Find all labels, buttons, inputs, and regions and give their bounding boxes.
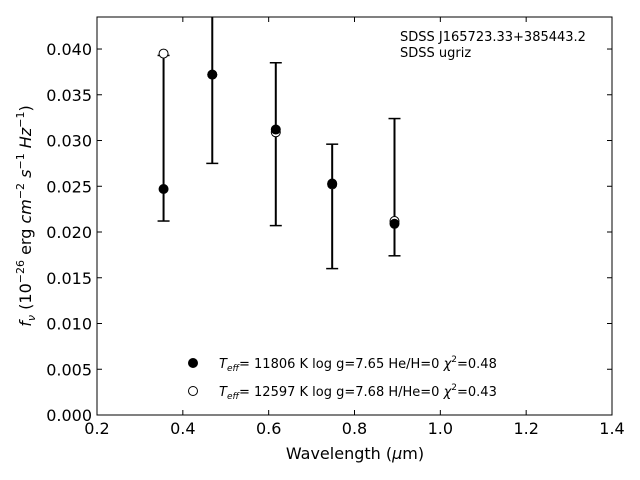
data-point-filled [327, 178, 338, 189]
y-tick-label: 0.005 [46, 360, 92, 379]
error-bar [269, 61, 282, 227]
legend: Teff= 11806 K log g=7.65 He/H=0 χ2=0.48 … [188, 355, 497, 402]
data-point-open [158, 48, 169, 59]
data-point-filled [270, 124, 281, 135]
y-tick-label: 0.000 [46, 406, 92, 425]
legend-marker-filled [188, 358, 198, 368]
y-tick-label: 0.035 [46, 86, 92, 105]
annotation-target-name: SDSS J165723.33+385443.2 [400, 30, 586, 45]
error-bar [206, 17, 219, 165]
y-tick-label: 0.015 [46, 269, 92, 288]
y-tick-label: 0.020 [46, 223, 92, 242]
legend-entry-1: Teff= 11806 K log g=7.65 He/H=0 χ2=0.48 [219, 355, 497, 374]
plot-frame [96, 16, 613, 416]
x-tick-label: 1.4 [599, 419, 624, 438]
error-bar [157, 54, 170, 222]
y-axis-label: fν (10−26 erg cm−2 s−1 Hz−1) [14, 105, 38, 326]
data-point-filled [158, 184, 169, 195]
x-tick-label: 0.6 [256, 419, 281, 438]
y-tick-label: 0.030 [46, 132, 92, 151]
y-tick-label: 0.025 [46, 177, 92, 196]
legend-entry-2: Teff= 12597 K log g=7.68 H/He=0 χ2=0.43 [219, 383, 497, 402]
data-point-filled [389, 218, 400, 229]
x-tick-label: 0.8 [342, 419, 367, 438]
y-tick-label: 0.040 [46, 40, 92, 59]
y-tick-label: 0.010 [46, 315, 92, 334]
data-point-filled [207, 69, 218, 80]
x-axis-label: Wavelength (μm) [286, 444, 424, 463]
annotation-survey: SDSS ugriz [400, 46, 471, 61]
x-tick-label: 0.4 [170, 419, 195, 438]
x-tick-label: 1.0 [428, 419, 453, 438]
x-tick-label: 0.2 [84, 419, 109, 438]
error-bar [326, 143, 339, 270]
x-tick-label: 1.2 [513, 419, 538, 438]
legend-marker-open [188, 386, 198, 396]
error-bar [388, 117, 401, 257]
